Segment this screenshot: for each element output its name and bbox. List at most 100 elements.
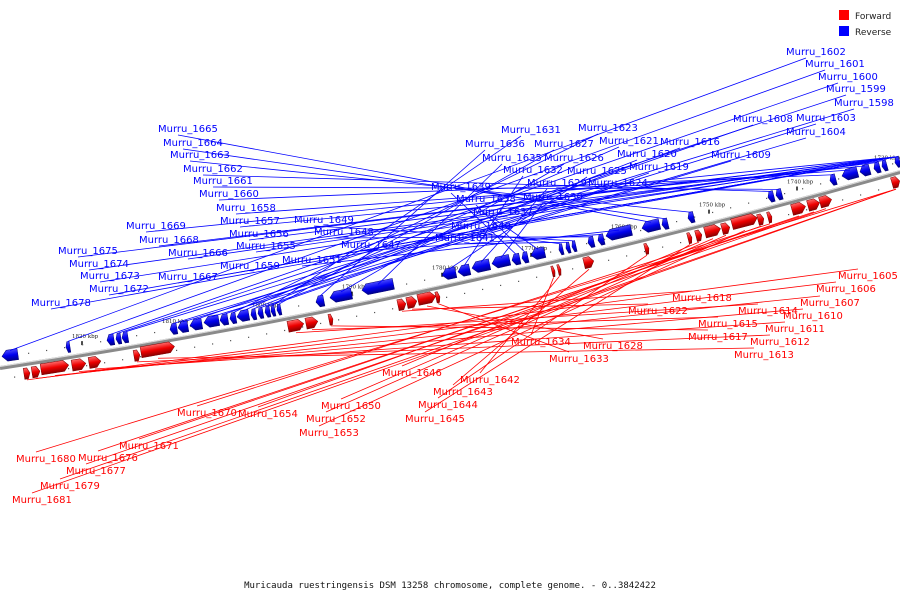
gene-label[interactable]: Murru_1624 xyxy=(588,178,648,189)
reverse-gene-arrow[interactable] xyxy=(491,254,512,269)
reverse-gene-arrow[interactable] xyxy=(829,173,838,186)
gene-label[interactable]: Murru_1645 xyxy=(405,414,465,425)
gene-label[interactable]: Murru_1636 xyxy=(465,139,525,150)
gene-label[interactable]: Murru_1651 xyxy=(282,255,342,266)
gene-label[interactable]: Murru_1634 xyxy=(511,337,571,348)
reverse-gene-arrow[interactable] xyxy=(881,159,889,172)
gene-label[interactable]: Murru_1650 xyxy=(321,401,381,412)
forward-gene-arrow[interactable] xyxy=(720,222,731,235)
reverse-gene-arrow[interactable] xyxy=(471,258,492,274)
gene-label[interactable]: Murru_1607 xyxy=(800,298,860,309)
gene-label[interactable]: Murru_1653 xyxy=(299,428,359,439)
forward-gene-arrow[interactable] xyxy=(806,197,821,212)
reverse-gene-arrow[interactable] xyxy=(189,317,204,331)
gene-label[interactable]: Murru_1616 xyxy=(660,137,720,148)
gene-label[interactable]: Murru_1615 xyxy=(698,319,758,330)
gene-label[interactable]: Murru_1681 xyxy=(12,495,72,506)
forward-gene-arrow[interactable] xyxy=(556,264,562,276)
gene-label[interactable]: Murru_1618 xyxy=(672,293,732,304)
gene-label[interactable]: Murru_1666 xyxy=(168,248,228,259)
forward-gene-arrow[interactable] xyxy=(818,194,833,209)
gene-label[interactable]: Murru_1604 xyxy=(786,127,846,138)
reverse-gene-arrow[interactable] xyxy=(361,278,395,295)
reverse-gene-arrow[interactable] xyxy=(236,309,251,322)
gene-label[interactable]: Murru_1667 xyxy=(158,272,218,283)
forward-gene-arrow[interactable] xyxy=(582,256,595,269)
reverse-gene-arrow[interactable] xyxy=(767,190,776,203)
gene-label[interactable]: Murru_1658 xyxy=(216,203,276,214)
gene-label[interactable]: Murru_1675 xyxy=(58,246,118,257)
gene-label[interactable]: Murru_1677 xyxy=(66,466,126,477)
gene-label[interactable]: Murru_1657 xyxy=(220,216,280,227)
reverse-gene-arrow[interactable] xyxy=(565,241,572,254)
forward-gene-arrow[interactable] xyxy=(286,318,305,333)
gene-label[interactable]: Murru_1669 xyxy=(126,221,186,232)
reverse-gene-arrow[interactable] xyxy=(106,333,116,346)
gene-label[interactable]: Murru_1620 xyxy=(617,149,677,160)
gene-label[interactable]: Murru_1662 xyxy=(183,164,243,175)
reverse-gene-arrow[interactable] xyxy=(661,217,670,230)
reverse-gene-arrow[interactable] xyxy=(511,252,522,266)
gene-label[interactable]: Murru_1598 xyxy=(834,98,894,109)
reverse-gene-arrow[interactable] xyxy=(841,166,860,181)
reverse-gene-arrow[interactable] xyxy=(597,233,606,246)
gene-label[interactable]: Murru_1673 xyxy=(80,271,140,282)
gene-label[interactable]: Murru_1606 xyxy=(816,284,876,295)
gene-label[interactable]: Murru_1671 xyxy=(119,441,179,452)
gene-label[interactable]: Murru_1678 xyxy=(31,298,91,309)
forward-gene-arrow[interactable] xyxy=(396,298,407,311)
forward-gene-arrow[interactable] xyxy=(686,232,694,245)
forward-gene-arrow[interactable] xyxy=(766,211,774,224)
gene-label[interactable]: Murru_1643 xyxy=(433,387,493,398)
gene-label[interactable]: Murru_1605 xyxy=(838,271,898,282)
gene-label[interactable]: Murru_1652 xyxy=(306,414,366,425)
forward-gene-arrow[interactable] xyxy=(550,265,556,278)
forward-gene-arrow[interactable] xyxy=(132,349,141,362)
gene-label[interactable]: Murru_1635 xyxy=(482,153,542,164)
reverse-gene-arrow[interactable] xyxy=(587,235,596,248)
gene-label[interactable]: Murru_1638 xyxy=(456,194,516,205)
gene-label[interactable]: Murru_1623 xyxy=(578,123,638,134)
reverse-gene-arrow[interactable] xyxy=(257,306,265,319)
reverse-gene-arrow[interactable] xyxy=(250,308,258,321)
gene-label[interactable]: Murru_1611 xyxy=(765,324,825,335)
forward-gene-arrow[interactable] xyxy=(790,201,807,216)
reverse-gene-arrow[interactable] xyxy=(571,240,578,253)
reverse-gene-arrow[interactable] xyxy=(641,218,662,234)
forward-gene-arrow[interactable] xyxy=(139,341,175,358)
reverse-gene-arrow[interactable] xyxy=(457,263,472,277)
gene-label[interactable]: Murru_1641 xyxy=(435,233,495,244)
gene-label[interactable]: Murru_1660 xyxy=(199,189,259,200)
reverse-gene-arrow[interactable] xyxy=(859,163,872,177)
gene-label[interactable]: Murru_1617 xyxy=(688,332,748,343)
forward-gene-arrow[interactable] xyxy=(703,223,722,239)
reverse-gene-arrow[interactable] xyxy=(219,313,230,326)
gene-label[interactable]: Murru_1621 xyxy=(599,136,659,147)
gene-label[interactable]: Murru_1670 xyxy=(177,408,237,419)
forward-gene-arrow[interactable] xyxy=(730,212,759,230)
gene-label[interactable]: Murru_1637 xyxy=(473,207,533,218)
gene-label[interactable]: Murru_1640 xyxy=(451,221,511,232)
forward-gene-arrow[interactable] xyxy=(405,296,418,309)
gene-label[interactable]: Murru_1610 xyxy=(783,311,843,322)
gene-label[interactable]: Murru_1625 xyxy=(567,166,627,177)
gene-label[interactable]: Murru_1644 xyxy=(418,400,478,411)
gene-label[interactable]: Murru_1664 xyxy=(163,138,223,149)
forward-gene-arrow[interactable] xyxy=(304,316,319,330)
gene-label[interactable]: Murru_1659 xyxy=(220,261,280,272)
gene-label[interactable]: Murru_1654 xyxy=(238,409,298,420)
gene-label[interactable]: Murru_1680 xyxy=(16,454,76,465)
forward-gene-arrow[interactable] xyxy=(434,291,441,304)
gene-label[interactable]: Murru_1609 xyxy=(711,150,771,161)
reverse-gene-arrow[interactable] xyxy=(687,211,696,224)
gene-label[interactable]: Murru_1648 xyxy=(314,227,374,238)
gene-label[interactable]: Murru_1628 xyxy=(583,341,643,352)
gene-label[interactable]: Murru_1619 xyxy=(629,162,689,173)
gene-label[interactable]: Murru_1631 xyxy=(501,125,561,136)
forward-gene-arrow[interactable] xyxy=(416,291,437,306)
forward-gene-arrow[interactable] xyxy=(756,213,766,226)
gene-label[interactable]: Murru_1600 xyxy=(818,72,878,83)
reverse-gene-arrow[interactable] xyxy=(530,246,547,261)
gene-label[interactable]: Murru_1601 xyxy=(805,59,865,70)
gene-label[interactable]: Murru_1668 xyxy=(139,235,199,246)
